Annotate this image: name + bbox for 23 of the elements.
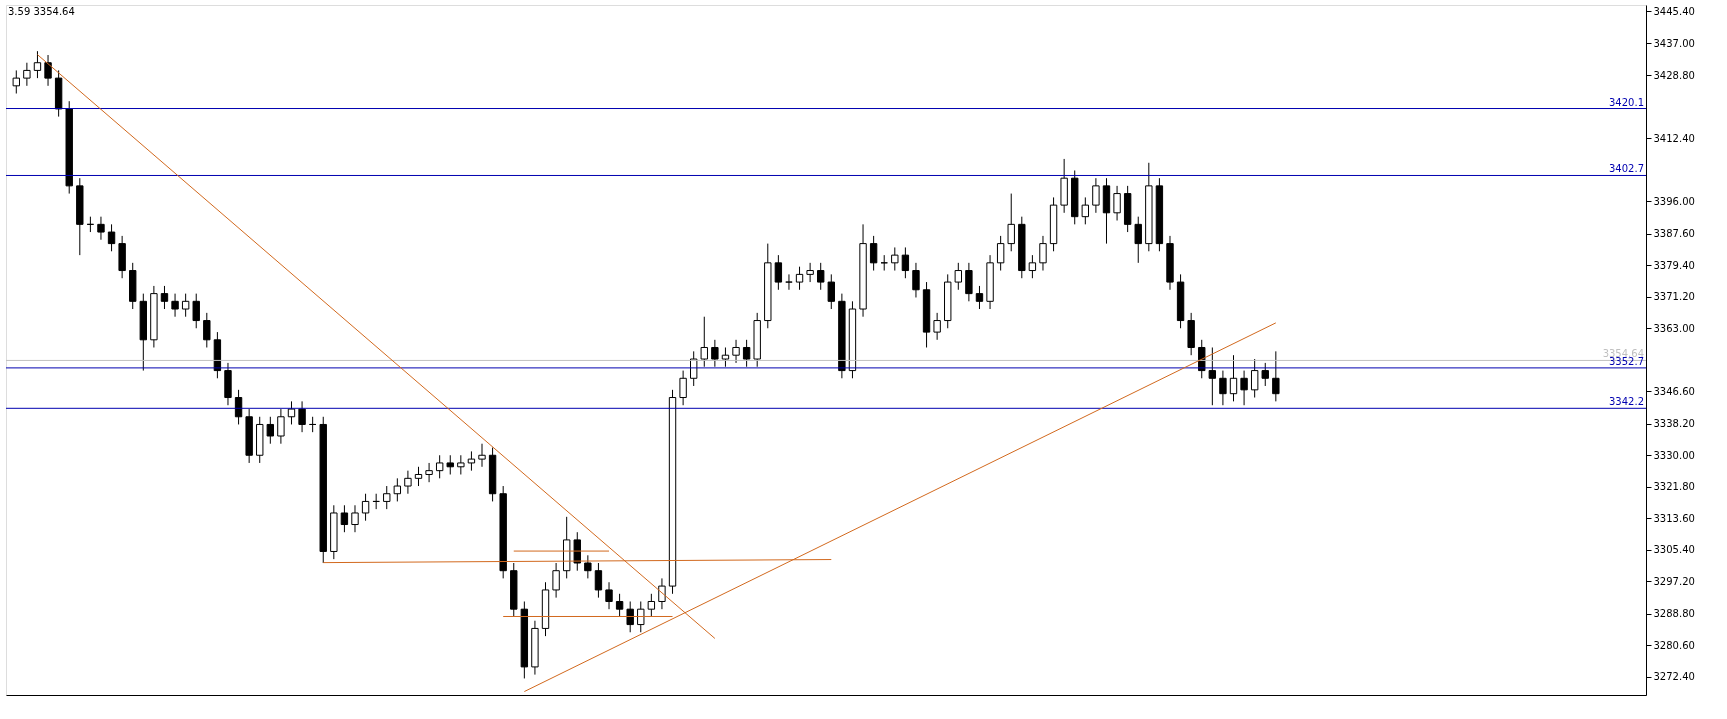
annotation: 3.59 3354.64 <box>8 6 75 17</box>
y-tick-label: 3363.00 <box>1653 322 1695 334</box>
ref-line-label: 3342.2 <box>1609 396 1644 408</box>
y-tick-label: 3387.60 <box>1653 228 1695 240</box>
y-tick-label: 3371.20 <box>1653 291 1695 303</box>
y-tick-label: 3321.80 <box>1653 481 1695 493</box>
y-tick-label: 3379.40 <box>1653 259 1695 271</box>
y-tick-label: 3428.80 <box>1653 69 1695 81</box>
y-tick-label: 3346.60 <box>1653 385 1695 397</box>
y-tick-label: 3272.40 <box>1653 671 1695 683</box>
y-tick-label: 3297.20 <box>1653 575 1695 587</box>
y-tick-label: 3313.60 <box>1653 512 1695 524</box>
ref-line-label: 3402.7 <box>1609 163 1644 175</box>
y-tick-label: 3330.00 <box>1653 449 1695 461</box>
y-tick-label: 3280.60 <box>1653 639 1695 651</box>
y-tick-label: 3437.00 <box>1653 37 1695 49</box>
y-tick-label: 3305.40 <box>1653 544 1695 556</box>
ref-line-label: 3420.1 <box>1609 96 1644 108</box>
y-tick-label: 3445.40 <box>1653 5 1695 17</box>
y-tick-label: 3338.20 <box>1653 418 1695 430</box>
y-tick-label: 3396.00 <box>1653 195 1695 207</box>
y-tick-label: 3288.80 <box>1653 608 1695 620</box>
y-tick-label: 3412.40 <box>1653 132 1695 144</box>
